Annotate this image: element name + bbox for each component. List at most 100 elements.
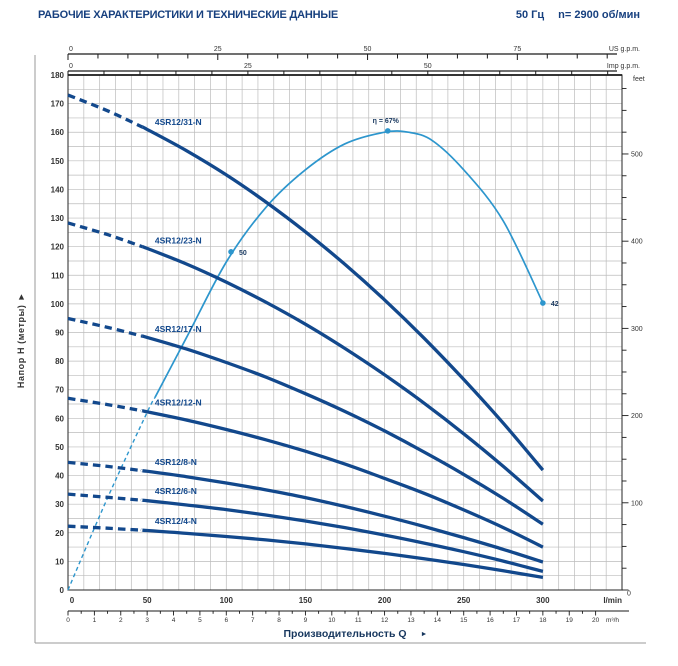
axis-tick-label: 10: [55, 557, 64, 566]
y-axis-title: Напор H (метры) ►: [16, 292, 26, 388]
axis-tick-label: 8: [277, 617, 281, 624]
axis-tick-label: 50: [55, 443, 64, 452]
efficiency-marker-label: 50: [239, 250, 247, 257]
axis-tick-label: 9: [304, 617, 308, 624]
axis-tick-label: 50: [364, 46, 372, 53]
pump-curve-dashed 4SR12/23-N: [67, 221, 143, 249]
axis-tick-label: 6: [224, 617, 228, 624]
axis-tick-label: 200: [631, 413, 643, 420]
axis-tick-label: 75: [513, 46, 521, 53]
axis-tick-label: 100: [51, 300, 65, 309]
axis-tick-label: 500: [631, 151, 643, 158]
pump-curve 4SR12/12-N: [140, 409, 544, 549]
axis-tick-label: 200: [378, 596, 392, 605]
pump-curve 4SR12/23-N: [140, 244, 544, 503]
axis-tick-label: 30: [55, 500, 64, 509]
pump-curve-label: 4SR12/23-N: [155, 235, 202, 245]
x-axis-title: Производительность Q: [283, 628, 406, 640]
axis-tick-label: 180: [51, 71, 65, 80]
pump-curve-label: 4SR12/31-N: [155, 117, 202, 127]
pump-curve 4SR12/17-N: [140, 334, 544, 526]
m3h-unit-label: m³/h: [606, 617, 619, 624]
axis-tick-label: 18: [539, 617, 547, 624]
axis-tick-label: 25: [214, 46, 222, 53]
pump-curve-label: 4SR12/8-N: [155, 457, 197, 467]
axis-tick-label: 400: [631, 239, 643, 246]
axis-tick-label: 16: [486, 617, 494, 624]
pump-curve-dashed 4SR12/12-N: [67, 396, 143, 413]
axis-tick-label: 90: [55, 329, 64, 338]
axis-tick-label: 0: [60, 586, 65, 595]
pump-curve-dashed 4SR12/8-N: [67, 460, 143, 473]
axis-tick-label: 160: [51, 128, 65, 137]
axis-tick-label: 19: [566, 617, 574, 624]
efficiency-marker-label: 42: [551, 301, 559, 308]
axis-tick-label: 11: [355, 617, 362, 624]
axis-tick-label: 110: [51, 271, 64, 280]
pump-curve 4SR12/6-N: [140, 498, 544, 573]
page-title: РАБОЧИЕ ХАРАКТЕРИСТИКИ И ТЕХНИЧЕСКИЕ ДАН…: [38, 9, 339, 21]
axis-tick-label: 0: [70, 596, 75, 605]
pump-curve 4SR12/31-N: [140, 125, 545, 472]
page-header: РАБОЧИЕ ХАРАКТЕРИСТИКИ И ТЕХНИЧЕСКИЕ ДАН…: [38, 9, 640, 21]
axis-tick-label: 0: [69, 46, 73, 53]
axis-tick-label: 12: [381, 617, 389, 624]
axis-tick-label: 80: [55, 357, 64, 366]
axis-tick-label: 0: [69, 63, 73, 70]
x-axis-arrow: ►: [421, 631, 428, 638]
axis-tick-label: 130: [51, 214, 65, 223]
axis-tick-label: 17: [513, 617, 521, 624]
frequency-label: 50 Гц: [515, 9, 545, 21]
pump-curve-label: 4SR12/12-N: [155, 398, 202, 408]
pump-curve-dashed 4SR12/17-N: [67, 316, 143, 338]
pump-curve-label: 4SR12/4-N: [155, 516, 197, 526]
feet-unit-label: feet: [633, 76, 645, 83]
axis-tick-label: 150: [299, 596, 313, 605]
axis-tick-label: 20: [55, 529, 64, 538]
axis-tick-label: 2: [119, 617, 123, 624]
imp-gpm-unit-label: Imp g.p.m.: [607, 63, 640, 70]
pump-curve-label: 4SR12/6-N: [155, 486, 197, 496]
axis-tick-label: 4: [172, 617, 176, 624]
axis-tick-label: 7: [251, 617, 255, 624]
axis-tick-label: 300: [536, 596, 550, 605]
axis-tick-label: 10: [328, 617, 336, 624]
pump-curve-dashed 4SR12/4-N: [67, 524, 143, 532]
axis-tick-label: 15: [460, 617, 468, 624]
axis-tick-label: 5: [198, 617, 202, 624]
axis-tick-label: 170: [51, 100, 65, 109]
axis-tick-label: 140: [51, 185, 65, 194]
us-gpm-unit-label: US g.p.m.: [609, 46, 640, 53]
axis-tick-label: 50: [424, 63, 432, 70]
axis-tick-label: 60: [55, 414, 64, 423]
axis-tick-label: 3: [145, 617, 149, 624]
lmin-unit-label: l/min: [603, 596, 622, 605]
efficiency-curve-dashed: [67, 396, 156, 591]
axis-tick-label: 100: [220, 596, 234, 605]
pump-curve 4SR12/8-N: [140, 469, 544, 564]
efficiency-marker-dot: [384, 128, 391, 134]
axis-tick-label: 0: [66, 617, 70, 624]
axis-tick-label: 120: [51, 243, 65, 252]
axis-tick-label: 70: [55, 386, 64, 395]
axis-tick-label: 14: [434, 617, 442, 624]
efficiency-marker-dot: [540, 300, 546, 306]
axis-tick-label: 0: [627, 591, 631, 598]
speed-label: n= 2900 об/мин: [558, 9, 640, 21]
axis-tick-label: 25: [244, 63, 252, 70]
frequency-speed: 50 Гц n= 2900 об/мин: [516, 9, 640, 21]
axis-tick-label: 1: [93, 617, 97, 624]
efficiency-marker-label: η = 67%: [373, 118, 400, 125]
axis-tick-label: 300: [631, 326, 643, 333]
axis-tick-label: 50: [143, 596, 152, 605]
pump-curve-label: 4SR12/17-N: [155, 324, 202, 334]
axis-tick-label: 13: [407, 617, 415, 624]
pump-curve-dashed 4SR12/31-N: [67, 93, 144, 129]
axis-tick-label: 250: [457, 596, 471, 605]
axis-tick-label: 100: [631, 500, 643, 507]
efficiency-curve: [154, 130, 544, 398]
axis-tick-label: 40: [55, 472, 64, 481]
pump-curve 4SR12/4-N: [140, 528, 544, 580]
